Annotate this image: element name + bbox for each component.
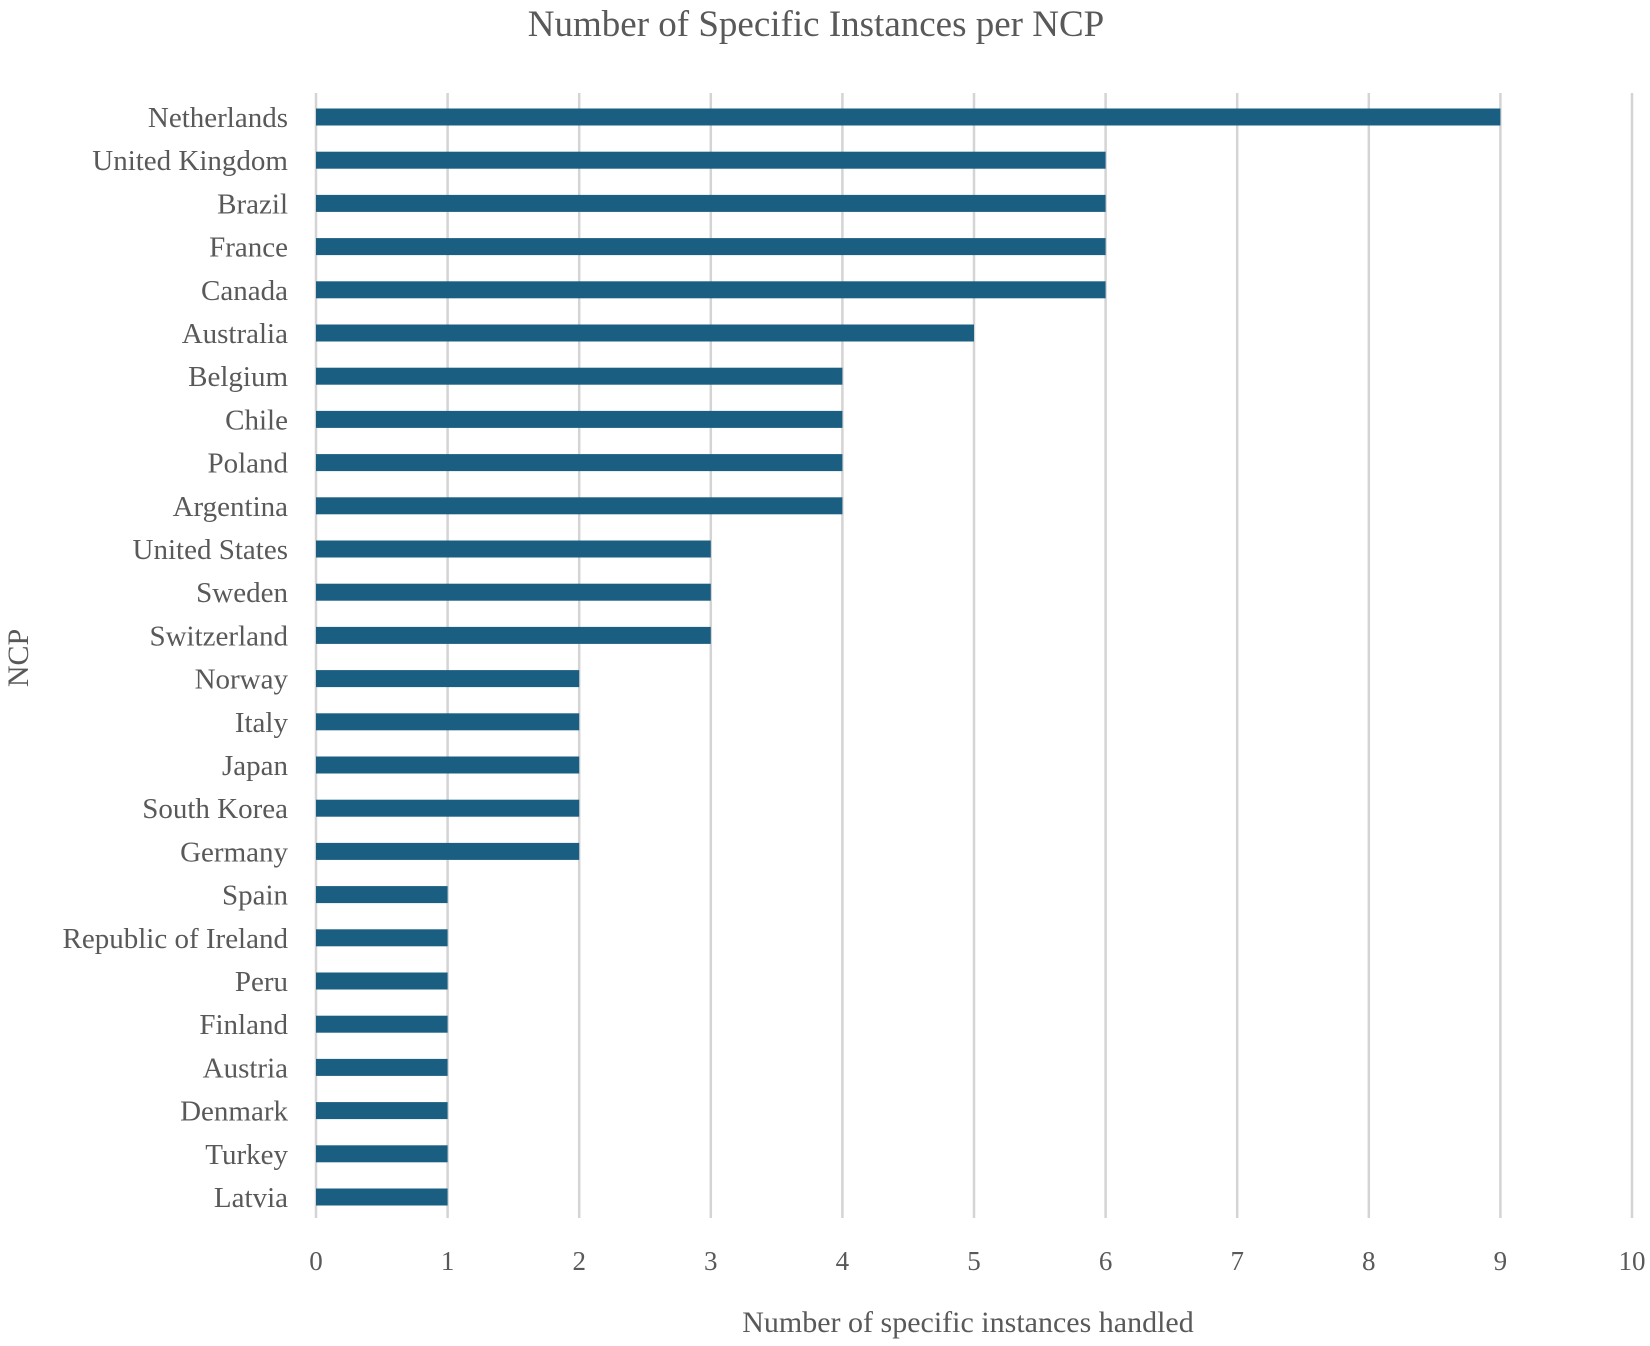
bar-denmark xyxy=(316,1102,448,1120)
x-tick-label-3: 3 xyxy=(704,1246,718,1276)
category-label-austria: Austria xyxy=(203,1052,289,1084)
bar-germany xyxy=(316,842,580,860)
category-label-finland: Finland xyxy=(199,1009,288,1041)
x-tick-label-7: 7 xyxy=(1230,1246,1244,1276)
bar-chile xyxy=(316,410,843,428)
category-label-south-korea: South Korea xyxy=(142,793,288,825)
bar-poland xyxy=(316,454,843,472)
bar-brazil xyxy=(316,194,1106,212)
category-label-canada: Canada xyxy=(201,275,288,307)
bar-australia xyxy=(316,324,974,342)
x-tick-label-5: 5 xyxy=(967,1246,981,1276)
bar-south-korea xyxy=(316,799,580,817)
category-label-argentina: Argentina xyxy=(173,491,289,523)
bar-turkey xyxy=(316,1145,448,1163)
bar-netherlands xyxy=(316,108,1501,126)
bar-latvia xyxy=(316,1188,448,1206)
category-label-netherlands: Netherlands xyxy=(148,102,288,134)
x-tick-label-0: 0 xyxy=(309,1246,323,1276)
category-label-poland: Poland xyxy=(207,448,288,480)
bar-belgium xyxy=(316,367,843,385)
category-label-germany: Germany xyxy=(180,836,288,868)
x-tick-label-1: 1 xyxy=(441,1246,455,1276)
bar-norway xyxy=(316,670,580,688)
category-label-japan: Japan xyxy=(222,750,289,782)
category-label-turkey: Turkey xyxy=(205,1139,288,1171)
bar-switzerland xyxy=(316,626,711,644)
bar-austria xyxy=(316,1058,448,1076)
bar-finland xyxy=(316,1015,448,1033)
bar-united-states xyxy=(316,540,711,558)
x-tick-labels: 0 1 2 3 4 5 6 7 8 9 10 xyxy=(309,1246,1645,1276)
x-tick-label-10: 10 xyxy=(1619,1246,1646,1276)
category-label-belgium: Belgium xyxy=(188,361,288,393)
category-label-peru: Peru xyxy=(235,966,288,998)
category-label-switzerland: Switzerland xyxy=(149,620,288,652)
category-label-united-kingdom: United Kingdom xyxy=(92,145,288,177)
x-tick-label-6: 6 xyxy=(1099,1246,1113,1276)
bars xyxy=(316,108,1501,1206)
y-axis-title: NCP xyxy=(2,629,35,687)
x-tick-label-8: 8 xyxy=(1362,1246,1376,1276)
bar-japan xyxy=(316,756,580,774)
bar-peru xyxy=(316,972,448,990)
category-label-brazil: Brazil xyxy=(217,188,288,220)
bar-republic-of-ireland xyxy=(316,929,448,947)
category-label-spain: Spain xyxy=(222,880,289,912)
category-labels: Netherlands United Kingdom Brazil France Can… xyxy=(63,102,289,1214)
bar-argentina xyxy=(316,497,843,515)
bar-spain xyxy=(316,886,448,904)
chart-title: Number of Specific Instances per NCP xyxy=(528,4,1104,45)
category-label-france: France xyxy=(209,232,288,264)
category-label-latvia: Latvia xyxy=(214,1182,288,1214)
category-label-sweden: Sweden xyxy=(196,577,288,609)
category-label-united-states: United States xyxy=(133,534,288,566)
x-tick-label-4: 4 xyxy=(836,1246,850,1276)
bar-united-kingdom xyxy=(316,151,1106,169)
category-label-denmark: Denmark xyxy=(180,1096,288,1128)
gridlines xyxy=(314,93,1634,1218)
bar-sweden xyxy=(316,583,711,601)
category-label-norway: Norway xyxy=(195,664,289,696)
x-axis-title: Number of specific instances handled xyxy=(742,1306,1194,1339)
category-label-chile: Chile xyxy=(225,404,288,436)
category-label-australia: Australia xyxy=(182,318,288,350)
bar-canada xyxy=(316,281,1106,299)
x-tick-label-2: 2 xyxy=(572,1246,586,1276)
bar-italy xyxy=(316,713,580,731)
category-label-republic-of-ireland: Republic of Ireland xyxy=(63,923,289,955)
bar-france xyxy=(316,238,1106,256)
category-label-italy: Italy xyxy=(235,707,289,739)
x-tick-label-9: 9 xyxy=(1494,1246,1508,1276)
